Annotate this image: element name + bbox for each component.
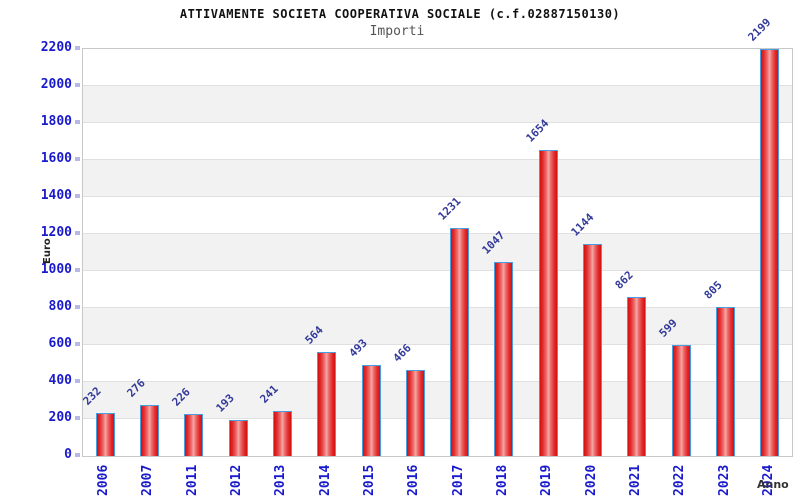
y-tick-label: 1800 bbox=[40, 114, 72, 129]
y-tick-label: 1000 bbox=[40, 262, 72, 277]
y-tick-label: 600 bbox=[48, 336, 72, 351]
y-tick-mark bbox=[75, 194, 80, 198]
y-tick-label: 2200 bbox=[40, 40, 72, 55]
x-tick-label-2012: 2012 bbox=[229, 464, 244, 496]
bar-2012 bbox=[229, 420, 248, 456]
chart-title: ATTIVAMENTE SOCIETA COOPERATIVA SOCIALE … bbox=[179, 7, 621, 21]
bar-2016 bbox=[406, 370, 425, 456]
y-tick-mark bbox=[75, 453, 80, 457]
y-tick-label: 2000 bbox=[40, 77, 72, 92]
y-tick-label: 1200 bbox=[40, 225, 72, 240]
y-tick-mark bbox=[75, 379, 80, 383]
gridline bbox=[83, 233, 792, 234]
x-tick-label-2013: 2013 bbox=[273, 464, 288, 496]
x-tick-label-2014: 2014 bbox=[318, 464, 333, 496]
y-tick-mark bbox=[75, 231, 80, 235]
gridline bbox=[83, 122, 792, 123]
gridline bbox=[83, 307, 792, 308]
bar-value-label: 1231 bbox=[435, 194, 464, 223]
bar-2011 bbox=[184, 414, 203, 456]
bar-value-label: 241 bbox=[257, 382, 281, 406]
bar-value-label: 193 bbox=[213, 391, 237, 415]
y-tick-mark bbox=[75, 120, 80, 124]
x-tick-label-2017: 2017 bbox=[451, 464, 466, 496]
plot-area: 232 276 226 193 241 564 493 466 1231 1047 1654 1144… bbox=[80, 16, 793, 457]
bar-2013 bbox=[273, 411, 292, 456]
bar-value-label: 232 bbox=[80, 384, 104, 408]
bar-2017 bbox=[450, 228, 469, 456]
gridline bbox=[83, 270, 792, 271]
x-tick-label-2022: 2022 bbox=[672, 464, 687, 496]
y-tick-mark bbox=[75, 342, 80, 346]
y-tick-label: 1400 bbox=[40, 188, 72, 203]
gridline bbox=[83, 196, 792, 197]
bar-value-label: 805 bbox=[701, 278, 725, 302]
gridline bbox=[83, 85, 792, 86]
y-tick-mark bbox=[75, 157, 80, 161]
bar-value-label: 564 bbox=[302, 323, 326, 347]
bar-2018 bbox=[494, 262, 513, 456]
bar-2020 bbox=[583, 244, 602, 456]
y-tick-mark bbox=[75, 268, 80, 272]
x-tick-label-2018: 2018 bbox=[495, 464, 510, 496]
x-axis-title: Anno bbox=[757, 478, 789, 491]
y-tick-label: 800 bbox=[48, 299, 72, 314]
bar-value-label: 862 bbox=[612, 268, 636, 292]
bar-2024 bbox=[760, 49, 779, 456]
y-tick-mark bbox=[75, 46, 80, 50]
x-tick-label-2011: 2011 bbox=[185, 464, 200, 496]
gridline bbox=[83, 159, 792, 160]
y-tick-label: 200 bbox=[48, 410, 72, 425]
bar-2006 bbox=[96, 413, 115, 456]
x-tick-label-2021: 2021 bbox=[628, 464, 643, 496]
x-tick-label-2023: 2023 bbox=[717, 464, 732, 496]
bar-value-label: 1144 bbox=[568, 210, 597, 239]
bar-value-label: 599 bbox=[656, 316, 680, 340]
gridline bbox=[83, 344, 792, 345]
bar-2022 bbox=[672, 345, 691, 456]
bar-2023 bbox=[716, 307, 735, 456]
bar-2019 bbox=[539, 150, 558, 456]
bar-value-label: 493 bbox=[346, 336, 370, 360]
x-tick-label-2015: 2015 bbox=[362, 464, 377, 496]
x-tick-label-2020: 2020 bbox=[584, 464, 599, 496]
y-tick-label: 400 bbox=[48, 373, 72, 388]
y-tick-label: 0 bbox=[64, 447, 72, 462]
y-axis-title: Euro bbox=[42, 238, 53, 264]
bar-value-label: 466 bbox=[390, 341, 414, 365]
y-tick-mark bbox=[75, 416, 80, 420]
chart-subtitle: Importi bbox=[369, 24, 425, 39]
bar-2014 bbox=[317, 352, 336, 456]
y-tick-mark bbox=[75, 305, 80, 309]
gridline bbox=[83, 381, 792, 382]
x-tick-label-2006: 2006 bbox=[96, 464, 111, 496]
bar-2015 bbox=[362, 365, 381, 456]
x-tick-label-2019: 2019 bbox=[539, 464, 554, 496]
x-tick-label-2016: 2016 bbox=[406, 464, 421, 496]
x-tick-label-2007: 2007 bbox=[140, 464, 155, 496]
bar-2021 bbox=[627, 297, 646, 456]
gridline bbox=[83, 418, 792, 419]
bar-value-label: 226 bbox=[169, 385, 193, 409]
y-tick-label: 1600 bbox=[40, 151, 72, 166]
y-tick-mark bbox=[75, 83, 80, 87]
bar-2007 bbox=[140, 405, 159, 456]
